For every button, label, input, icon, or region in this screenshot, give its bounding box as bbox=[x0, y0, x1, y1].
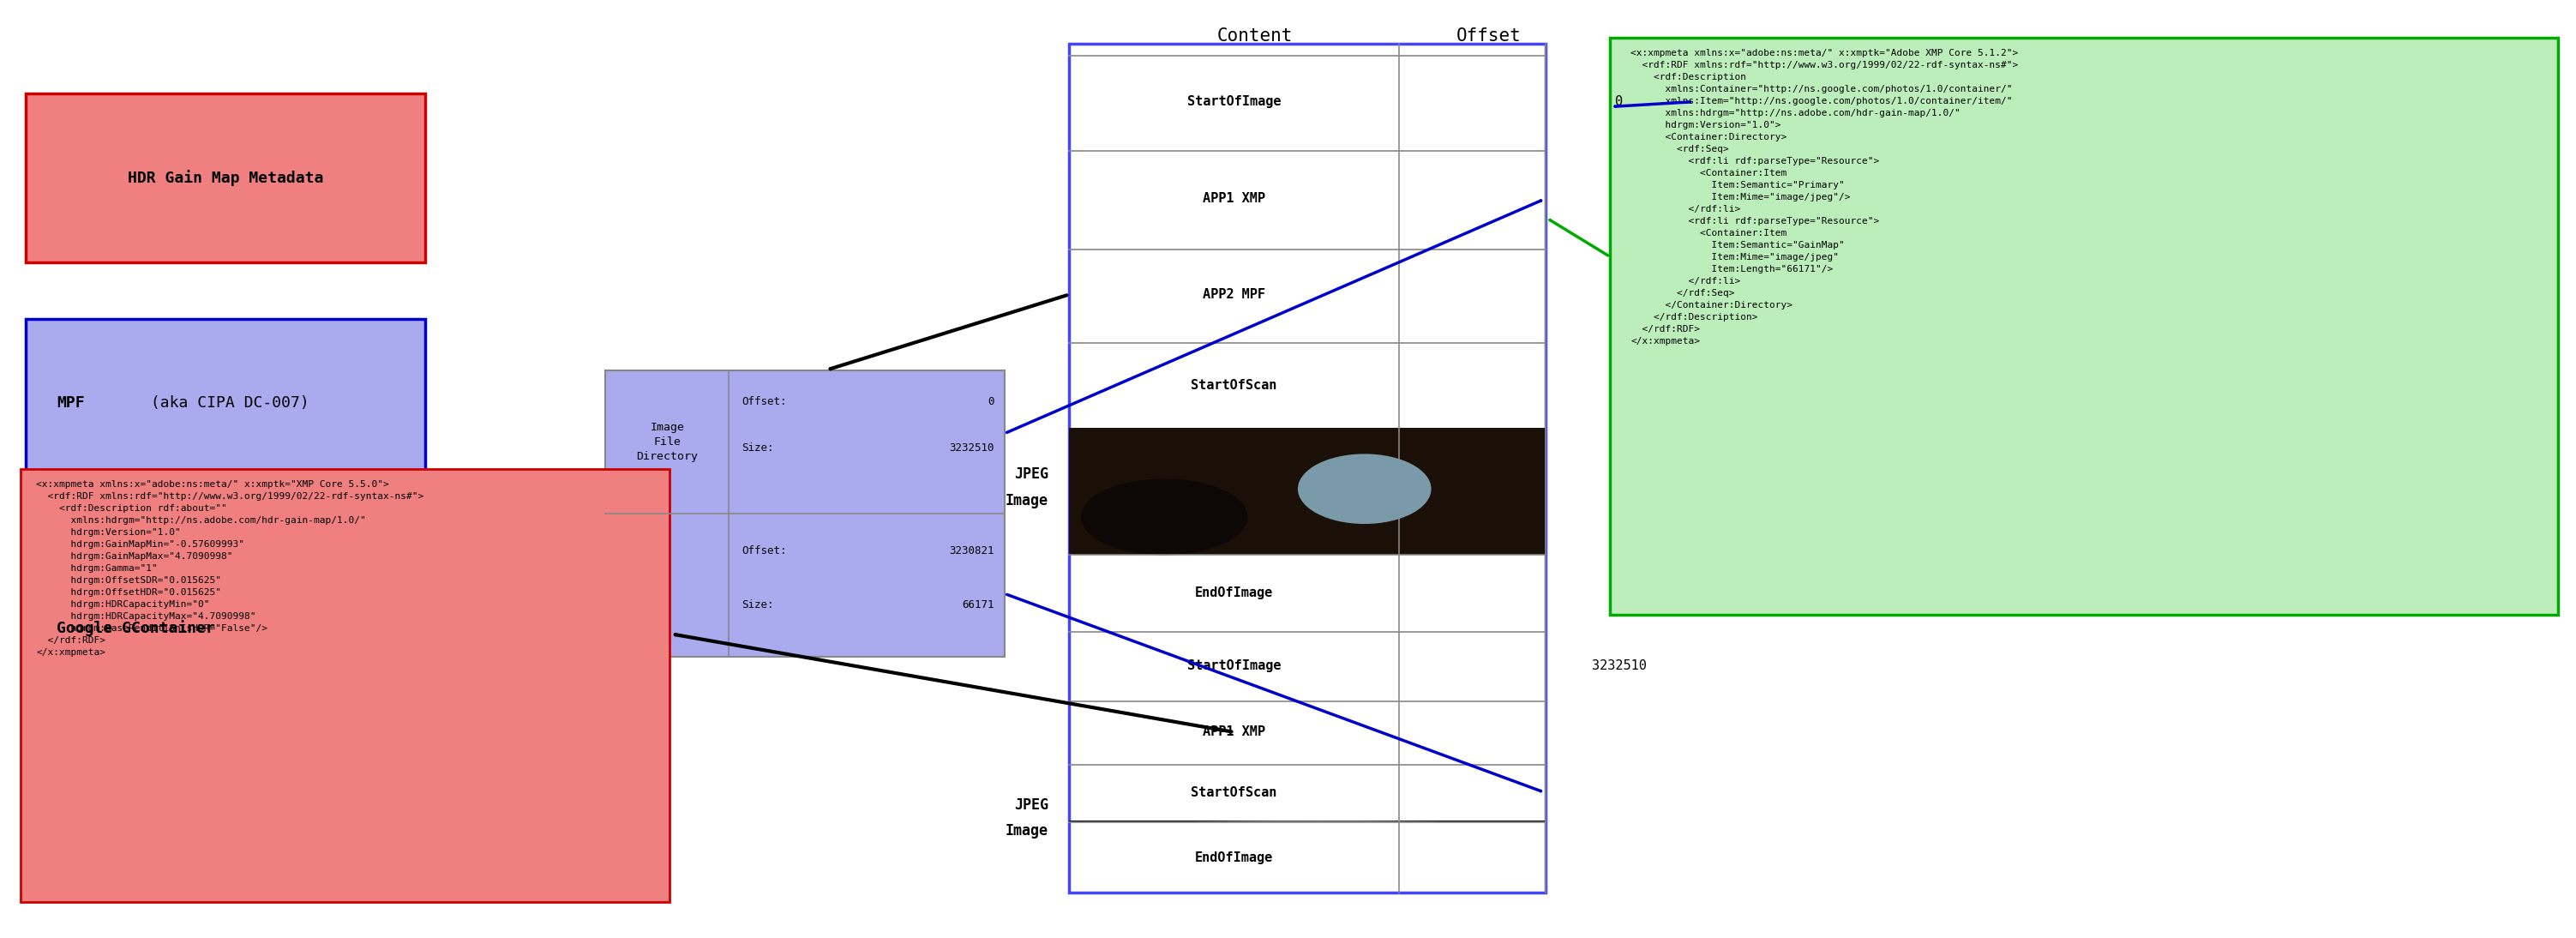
Text: Image: Image bbox=[1005, 493, 1048, 508]
Text: StartOfImage: StartOfImage bbox=[1188, 96, 1280, 108]
Text: JPEG: JPEG bbox=[1015, 467, 1048, 482]
Text: MPF: MPF bbox=[57, 396, 85, 411]
FancyBboxPatch shape bbox=[26, 94, 425, 263]
Text: 0: 0 bbox=[1615, 96, 1623, 108]
Text: Content: Content bbox=[1216, 27, 1293, 44]
FancyBboxPatch shape bbox=[26, 319, 425, 488]
Text: Offset:: Offset: bbox=[742, 545, 786, 556]
Text: Google GContainer: Google GContainer bbox=[57, 620, 216, 637]
Text: Image
File
Directory: Image File Directory bbox=[636, 422, 698, 462]
FancyBboxPatch shape bbox=[605, 371, 1005, 657]
Text: (aka CIPA DC-007): (aka CIPA DC-007) bbox=[142, 396, 309, 411]
Text: Offset: Offset bbox=[1455, 27, 1522, 44]
Text: StartOfScan: StartOfScan bbox=[1190, 786, 1278, 799]
Text: Image: Image bbox=[1005, 824, 1048, 839]
Text: EndOfImage: EndOfImage bbox=[1195, 852, 1273, 864]
Text: EndOfImage: EndOfImage bbox=[1195, 586, 1273, 598]
Text: 3232510: 3232510 bbox=[1592, 659, 1646, 672]
Text: APP2 MPF: APP2 MPF bbox=[1203, 288, 1265, 301]
Text: 3230821: 3230821 bbox=[951, 545, 994, 556]
Text: APP1 XMP: APP1 XMP bbox=[1203, 726, 1265, 738]
Text: Size:: Size: bbox=[742, 442, 773, 453]
Text: JPEG: JPEG bbox=[1015, 797, 1048, 812]
Text: APP1 XMP: APP1 XMP bbox=[1203, 192, 1265, 205]
Text: 66171: 66171 bbox=[963, 599, 994, 611]
Text: StartOfImage: StartOfImage bbox=[1188, 659, 1280, 672]
Text: Size:: Size: bbox=[742, 599, 773, 611]
Text: HDR Gain Map Metadata: HDR Gain Map Metadata bbox=[129, 170, 322, 187]
FancyBboxPatch shape bbox=[1069, 44, 1546, 893]
Bar bbox=[1069, 821, 1546, 823]
Text: 0: 0 bbox=[989, 397, 994, 407]
Text: Offset:: Offset: bbox=[742, 397, 786, 407]
Text: 3232510: 3232510 bbox=[951, 442, 994, 453]
FancyBboxPatch shape bbox=[1610, 38, 2558, 614]
Text: <x:xmpmeta xmlns:x="adobe:ns:meta/" x:xmptk="Adobe XMP Core 5.1.2">
  <rdf:RDF x: <x:xmpmeta xmlns:x="adobe:ns:meta/" x:xm… bbox=[1631, 49, 2017, 345]
Ellipse shape bbox=[1193, 821, 1440, 823]
Ellipse shape bbox=[1298, 454, 1432, 524]
FancyBboxPatch shape bbox=[26, 544, 425, 713]
Bar bbox=[1069, 428, 1546, 555]
Text: <x:xmpmeta xmlns:x="adobe:ns:meta/" x:xmptk="XMP Core 5.5.0">
  <rdf:RDF xmlns:r: <x:xmpmeta xmlns:x="adobe:ns:meta/" x:xm… bbox=[36, 480, 422, 657]
Text: StartOfScan: StartOfScan bbox=[1190, 379, 1278, 392]
Ellipse shape bbox=[1082, 478, 1247, 555]
FancyBboxPatch shape bbox=[21, 469, 670, 902]
